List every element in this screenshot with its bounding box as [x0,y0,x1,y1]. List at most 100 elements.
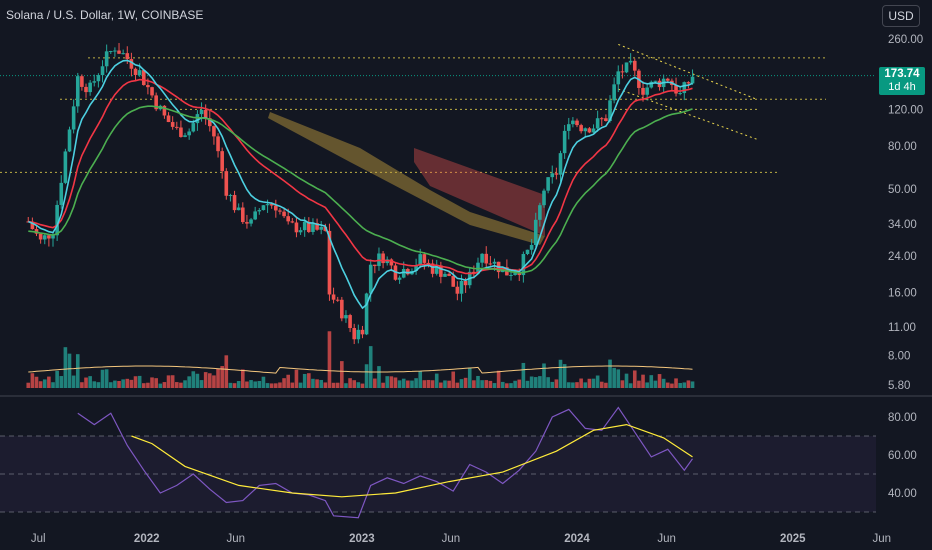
volume-bar [443,380,447,388]
candle-body [199,109,204,115]
volume-bar [96,382,101,388]
volume-ma-line [28,365,693,374]
candle-body [443,273,447,277]
candle-body [554,173,559,175]
price-axis-label: 11.00 [888,322,916,334]
volume-bar [344,383,348,388]
volume-bar [191,371,196,388]
candle-body [257,210,262,212]
candle-body [480,253,484,263]
candle-body [249,219,253,224]
candle-body [170,122,175,127]
candle-body [203,109,208,119]
candle-body [645,87,649,95]
candle-body [434,265,439,274]
volume-bar [480,380,484,388]
volume-bar [216,368,220,388]
volume-bar [364,364,369,388]
volume-bar [298,382,303,388]
volume-bar [203,372,208,388]
candle-body [575,120,579,126]
volume-bar [492,383,497,388]
volume-bar [30,373,35,388]
volume-bar [661,378,666,388]
volume-bar [51,382,55,388]
volume-bar [75,354,80,388]
candle-body [525,249,530,254]
volume-bar [670,383,674,388]
volume-bar [269,383,274,388]
time-axis-label: 2024 [564,533,590,545]
volume-bar [162,382,167,388]
candle-body [100,66,105,76]
volume-bar [207,373,212,388]
candle-body [624,62,629,73]
candle-body [274,205,278,211]
volume-bar [628,383,633,388]
candle-body [488,263,493,265]
volume-bar [42,379,47,388]
candle-body [665,78,670,81]
candle-body [517,273,522,276]
candle-body [315,223,319,230]
candle-body [311,223,315,232]
volume-bar [426,379,431,388]
currency-button[interactable]: USD [882,5,920,27]
volume-bar [653,380,658,388]
candle-body [389,259,394,266]
volume-bar [26,382,31,388]
candle-body [587,128,592,133]
volume-bar [587,378,592,388]
candle-body [125,53,130,60]
volume-bar [228,382,233,388]
candle-body [509,274,513,276]
volume-bar [451,371,456,388]
candle-body [38,233,43,240]
volume-bar [381,382,385,388]
volume-bar [125,378,130,388]
volume-bar [183,380,187,388]
candle-body [92,81,97,83]
volume-bar [632,370,637,388]
candle-body [401,269,406,278]
time-axis-label: Jun [226,533,245,545]
candle-body [307,221,311,232]
candle-body [451,275,456,287]
volume-bar [315,379,319,388]
candle-body [84,86,88,93]
volume-bar [290,382,295,388]
volume-bar [529,376,534,388]
candle-body [207,118,212,127]
price-axis-label: 5.80 [888,380,910,392]
candle-body [216,136,220,152]
candle-body [628,60,633,63]
time-axis-label: Jun [442,533,461,545]
candle-body [542,190,546,206]
candle-body [286,216,290,222]
candle-body [653,80,658,82]
volume-bar [92,381,97,388]
volume-bar [467,367,472,388]
candle-body [59,182,64,205]
candle-body [34,229,39,234]
volume-bar [257,381,262,388]
volume-bar [410,380,414,388]
candle-body [533,219,538,245]
volume-bar [117,380,121,388]
volume-bar [84,377,88,388]
candle-body [447,273,451,276]
volume-bar [199,380,204,388]
candle-body [137,70,142,75]
candle-body [294,222,299,233]
volume-bar [241,369,245,388]
volume-bar [439,382,443,388]
volume-bar [496,370,501,388]
ema-ribbon-band [414,148,545,236]
volume-bar [323,382,328,388]
volume-bar [236,381,241,388]
candle-body [686,82,691,84]
ema-slow-line [28,78,693,275]
price-axis-label: 80.00 [888,141,917,153]
candle-body [146,85,150,88]
